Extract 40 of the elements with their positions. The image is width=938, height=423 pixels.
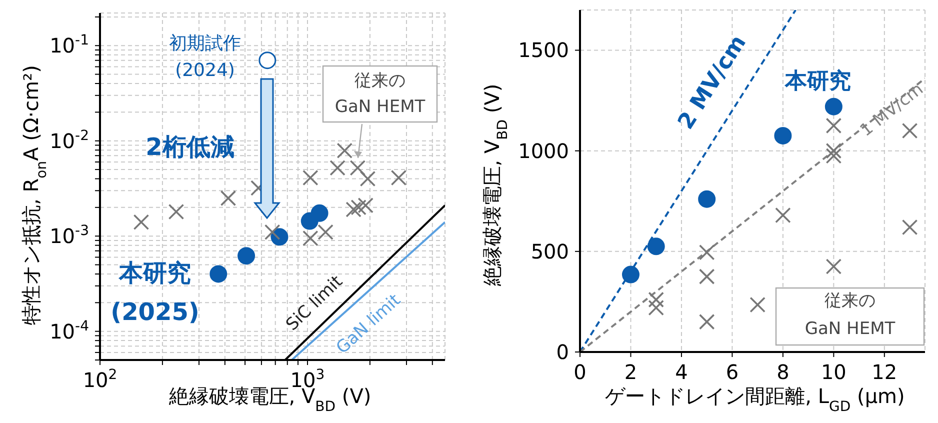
point xyxy=(698,314,715,330)
series-label: 初期試作 (2024) xyxy=(169,33,241,81)
y-tick-label: 10$^{-3}$ xyxy=(50,223,89,248)
series-label: 従来の GaN HEMT xyxy=(804,291,896,339)
y-tick-label: 10$^{-1}$ xyxy=(50,32,89,58)
annotation: 2桁低減 xyxy=(146,133,234,161)
point xyxy=(647,238,665,256)
y-tick-label: 10$^{-2}$ xyxy=(50,128,89,153)
y-tick-label: 1500 xyxy=(518,38,569,62)
point xyxy=(826,142,842,159)
series-label: 本研究 (2025) xyxy=(110,259,200,326)
x-tick-label: 4 xyxy=(675,360,688,384)
x-tick-label: 10 xyxy=(820,360,846,384)
point xyxy=(648,292,664,308)
point xyxy=(698,268,715,284)
series-label: 従来の GaN HEMT xyxy=(334,71,426,117)
x-tick-label: 0 xyxy=(574,360,586,384)
point xyxy=(826,118,842,134)
x-tick-label: 8 xyxy=(776,360,790,384)
point xyxy=(698,244,715,260)
y-tick-label: 500 xyxy=(530,239,569,264)
point xyxy=(826,258,842,274)
point xyxy=(648,300,664,316)
point xyxy=(902,219,918,236)
x-tick-label: 10$^{2}$ xyxy=(82,367,118,392)
point xyxy=(826,148,842,164)
point xyxy=(824,98,842,116)
y-tick-label: 1000 xyxy=(518,138,569,163)
x-tick-label: 12 xyxy=(872,360,898,384)
x-axis-title: ゲートドレイン間距離, L$_{GD}$ (μm) xyxy=(605,384,905,415)
y-tick-label: 0 xyxy=(556,340,569,364)
point xyxy=(750,296,766,313)
point xyxy=(775,207,791,224)
point xyxy=(622,266,640,284)
point xyxy=(774,126,792,144)
x-tick-label: 6 xyxy=(726,360,739,384)
point xyxy=(698,190,716,208)
y-tick-label: 10$^{-4}$ xyxy=(50,318,90,344)
series-label: 本研究 xyxy=(784,68,851,94)
x-tick-label: 2 xyxy=(624,360,638,384)
